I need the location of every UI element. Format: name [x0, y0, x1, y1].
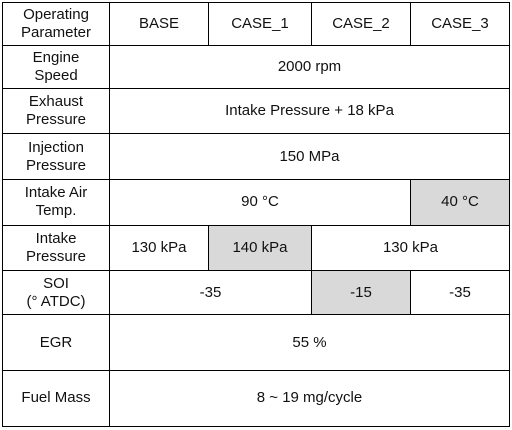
- label-intake-air-temp: Intake Air Temp.: [2, 178, 110, 226]
- table-row-exhaust-pressure: Exhaust Pressure Intake Pressure + 18 kPa: [2, 88, 510, 135]
- value-egr: 55 %: [109, 314, 510, 371]
- value-soi-case-3-text: -35: [449, 283, 471, 301]
- header-operating-parameter: Operating Parameter: [2, 2, 110, 46]
- table-row-intake-pressure: Intake Pressure 130 kPa 140 kPa 130 kPa: [2, 224, 510, 272]
- value-intake-pressure-case-2-3: 130 kPa: [311, 224, 510, 272]
- header-case-2-text: CASE_2: [332, 15, 390, 32]
- value-soi-case-3: -35: [410, 270, 510, 316]
- label-engine-speed: Engine Speed: [2, 44, 110, 90]
- value-intake-pressure-base-text: 130 kPa: [131, 239, 187, 257]
- label-engine-speed-text: Engine Speed: [32, 49, 80, 85]
- value-exhaust-pressure-text: Intake Pressure + 18 kPa: [225, 102, 394, 120]
- label-soi-text: SOI (° ATDC): [26, 274, 86, 310]
- value-injection-pressure-text: 150 MPa: [279, 147, 340, 165]
- value-egr-text: 55 %: [292, 333, 327, 351]
- header-case-1: CASE_1: [208, 2, 312, 46]
- header-case-3: CASE_3: [410, 2, 510, 46]
- table-row-intake-air-temp: Intake Air Temp. 90 °C 40 °C: [2, 178, 510, 226]
- header-operating-parameter-text: Operating Parameter: [20, 6, 92, 41]
- table-row-egr: EGR 55 %: [2, 314, 510, 371]
- table-row-engine-speed: Engine Speed 2000 rpm: [2, 44, 510, 90]
- value-engine-speed: 2000 rpm: [109, 44, 510, 90]
- label-injection-pressure-text: Injection Pressure: [25, 138, 87, 174]
- value-intake-air-temp-main: 90 °C: [109, 178, 411, 226]
- label-exhaust-pressure: Exhaust Pressure: [2, 88, 110, 135]
- table-row-fuel-mass: Fuel Mass 8 ~ 19 mg/cycle: [2, 369, 510, 428]
- label-soi: SOI (° ATDC): [2, 270, 110, 316]
- value-intake-pressure-base: 130 kPa: [109, 224, 209, 272]
- label-egr-text: EGR: [39, 333, 73, 351]
- label-fuel-mass: Fuel Mass: [2, 369, 110, 428]
- value-exhaust-pressure: Intake Pressure + 18 kPa: [109, 88, 510, 135]
- table-header-row: Operating Parameter BASE CASE_1 CASE_2 CA…: [2, 2, 510, 46]
- table-row-injection-pressure: Injection Pressure 150 MPa: [2, 133, 510, 180]
- value-soi-case-2: -15: [311, 270, 411, 316]
- header-case-2: CASE_2: [311, 2, 411, 46]
- value-engine-speed-text: 2000 rpm: [277, 58, 342, 76]
- value-intake-pressure-case-1: 140 kPa: [208, 224, 312, 272]
- value-intake-pressure-case-2-3-text: 130 kPa: [382, 239, 439, 257]
- label-egr: EGR: [2, 314, 110, 371]
- label-exhaust-pressure-text: Exhaust Pressure: [25, 93, 87, 129]
- value-fuel-mass-text: 8 ~ 19 mg/cycle: [256, 389, 363, 407]
- label-intake-pressure: Intake Pressure: [2, 224, 110, 272]
- value-intake-air-temp-case-3-text: 40 °C: [441, 193, 479, 211]
- table-row-soi: SOI (° ATDC) -35 -15 -35: [2, 270, 510, 316]
- value-soi-case-2-text: -15: [350, 283, 372, 301]
- header-base-text: BASE: [138, 15, 180, 32]
- header-case-1-text: CASE_1: [231, 15, 289, 32]
- label-intake-air-temp-text: Intake Air Temp.: [24, 184, 88, 220]
- header-case-3-text: CASE_3: [431, 15, 489, 32]
- value-intake-pressure-case-1-text: 140 kPa: [232, 239, 288, 257]
- value-injection-pressure: 150 MPa: [109, 133, 510, 180]
- header-base: BASE: [109, 2, 209, 46]
- label-intake-pressure-text: Intake Pressure: [25, 230, 87, 266]
- value-soi-base-case-1-text: -35: [199, 283, 222, 301]
- label-fuel-mass-text: Fuel Mass: [21, 389, 91, 407]
- value-fuel-mass: 8 ~ 19 mg/cycle: [109, 369, 510, 428]
- value-intake-air-temp-main-text: 90 °C: [241, 193, 279, 211]
- label-injection-pressure: Injection Pressure: [2, 133, 110, 180]
- value-intake-air-temp-case-3: 40 °C: [410, 178, 510, 226]
- value-soi-base-case-1: -35: [109, 270, 312, 316]
